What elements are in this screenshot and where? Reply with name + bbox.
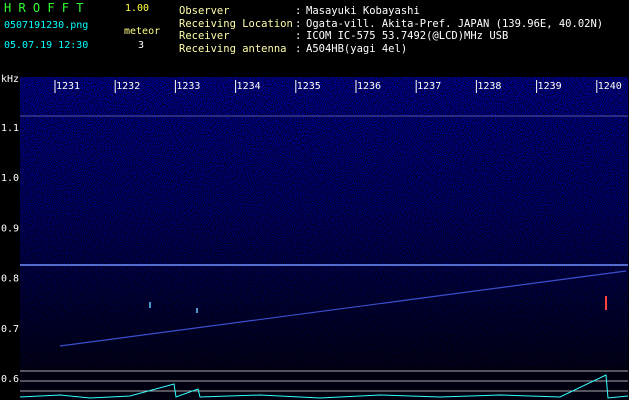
- x-tick-label: 1232: [116, 81, 140, 92]
- drift-line: [59, 270, 627, 347]
- x-tick-label: 1239: [538, 81, 562, 92]
- info-value: Ogata-vill. Akita-Pref. JAPAN (139.96E, …: [306, 17, 604, 30]
- info-separator: :: [295, 17, 302, 30]
- y-tick-label: 0.7: [1, 324, 19, 335]
- y-tick-label: 0.9: [1, 223, 19, 234]
- x-tick-label: 1238: [477, 81, 501, 92]
- signal-trace: [19, 374, 629, 399]
- y-unit: kHz: [1, 74, 19, 85]
- x-tick-label: 1240: [598, 81, 622, 92]
- meteor-count: 3: [138, 40, 145, 51]
- info-label: Receiver: [179, 30, 230, 42]
- info-separator: :: [295, 30, 302, 42]
- info-separator: :: [295, 5, 302, 17]
- info-value: ICOM IC-575 53.7492(@LCD)MHz USB: [306, 30, 509, 42]
- info-label: Observer: [179, 5, 230, 17]
- x-tick-label: 1233: [176, 81, 200, 92]
- x-tick-label: 1236: [357, 81, 381, 92]
- version: 1.00: [125, 3, 150, 14]
- info-separator: :: [295, 42, 302, 55]
- meteor-label: meteor: [124, 26, 161, 37]
- datetime: 05.07.19 12:30: [4, 40, 89, 51]
- x-tick-label: 1231: [56, 81, 80, 92]
- y-tick-label: 1.1: [1, 123, 19, 134]
- y-tick-label: 0.8: [1, 274, 19, 285]
- info-value: Masayuki Kobayashi: [306, 5, 420, 17]
- info-value: A504HB(yagi 4el): [306, 42, 408, 55]
- x-tick-label: 1237: [417, 81, 441, 92]
- x-tick-label: 1234: [237, 81, 261, 92]
- info-label: Receiving Location: [179, 17, 293, 30]
- noise-fade: [20, 77, 628, 367]
- file-name: 0507191230.png: [4, 20, 89, 31]
- info-label: Receiving antenna: [179, 42, 287, 55]
- y-tick-label: 1.0: [1, 173, 19, 184]
- y-tick-label: 0.6: [1, 374, 19, 385]
- app-name: H R O F F T: [4, 1, 84, 15]
- x-tick-label: 1235: [297, 81, 321, 92]
